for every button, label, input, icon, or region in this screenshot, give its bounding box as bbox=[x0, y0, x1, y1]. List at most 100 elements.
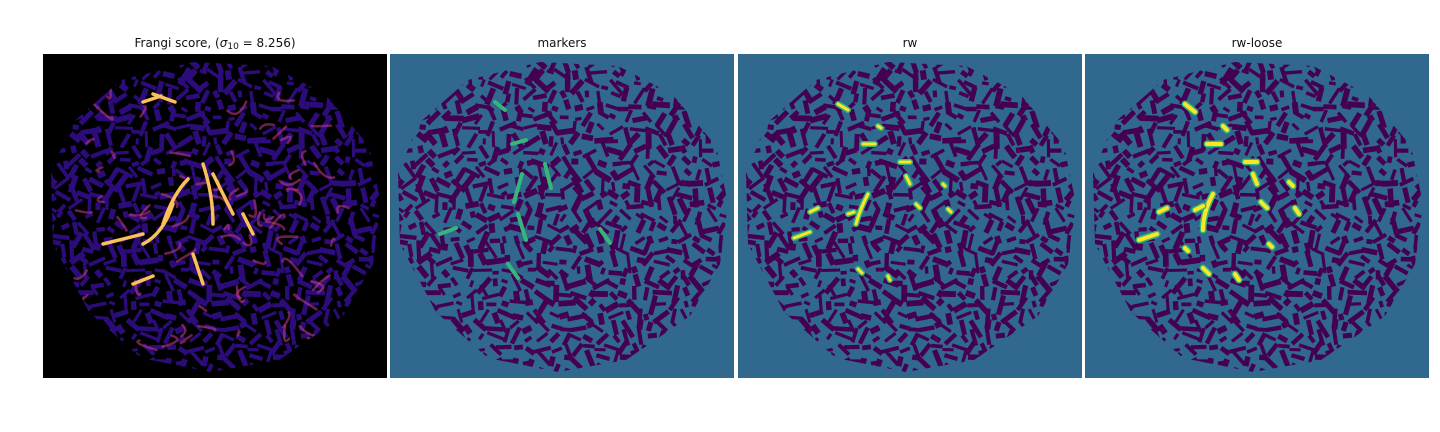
vessel-segment bbox=[1193, 204, 1205, 212]
marker-stroke bbox=[516, 212, 528, 242]
frangi-streak bbox=[110, 150, 116, 159]
frangi-streak bbox=[96, 194, 105, 204]
frangi-canvas bbox=[43, 54, 387, 378]
vessel-segment bbox=[914, 202, 922, 210]
frangi-streak bbox=[281, 257, 304, 278]
frangi-streak bbox=[300, 149, 307, 167]
frangi-bright-streak bbox=[131, 274, 155, 286]
frangi-streak bbox=[329, 237, 336, 247]
marker-stroke bbox=[438, 226, 458, 236]
frangi-streak bbox=[262, 213, 275, 221]
frangi-streak bbox=[226, 100, 248, 116]
vessel-segment bbox=[946, 207, 953, 214]
vessel-segment bbox=[904, 174, 912, 186]
vessel-segment bbox=[1287, 180, 1295, 188]
frangi-streak bbox=[74, 209, 93, 214]
vessel-segment bbox=[1137, 232, 1159, 242]
frangi-streak bbox=[258, 123, 275, 131]
frangi-bright-streak bbox=[141, 94, 163, 104]
marker-stroke bbox=[493, 100, 507, 112]
frangi-streak bbox=[73, 269, 88, 281]
frangi-score-image bbox=[43, 54, 387, 378]
panel-title-frangi: Frangi score, (σ10 = 8.256) bbox=[134, 36, 296, 52]
frangi-streak bbox=[81, 293, 89, 301]
marker-stroke bbox=[510, 138, 528, 146]
vessel-segment bbox=[1251, 172, 1259, 186]
frangi-streak bbox=[242, 234, 253, 247]
frangi-streak bbox=[227, 150, 236, 167]
vessel-segment bbox=[1259, 200, 1269, 210]
frangi-streak bbox=[139, 105, 147, 118]
vessel-segment bbox=[886, 274, 892, 282]
markers-canvas bbox=[390, 54, 734, 378]
frangi-streak bbox=[85, 137, 95, 145]
frangi-streak bbox=[276, 91, 296, 103]
frangi-streak bbox=[228, 187, 240, 201]
frangi-streak bbox=[161, 334, 179, 348]
frangi-streak bbox=[298, 325, 317, 338]
vessel-segment bbox=[1293, 206, 1301, 216]
vessel-segment bbox=[856, 267, 864, 275]
frangi-streak bbox=[91, 101, 114, 121]
frangi-streak bbox=[268, 213, 286, 230]
vessel-segment bbox=[808, 206, 820, 214]
frangi-bright-streak bbox=[211, 172, 235, 216]
frangi-streak bbox=[310, 280, 325, 294]
frangi-streak bbox=[179, 175, 186, 179]
frangi-streak bbox=[282, 324, 291, 343]
vessel-segment bbox=[1183, 246, 1190, 253]
frangi-bright-streak bbox=[151, 92, 177, 104]
frangi-streak bbox=[139, 204, 151, 220]
frangi-streak bbox=[264, 220, 286, 231]
frangi-streak bbox=[197, 324, 217, 332]
marker-stroke bbox=[506, 262, 520, 280]
frangi-streak bbox=[280, 135, 293, 145]
frangi-streak bbox=[235, 285, 245, 303]
frangi-streak bbox=[106, 87, 112, 100]
frangi-streak bbox=[179, 333, 193, 345]
marker-stroke bbox=[543, 162, 553, 190]
vessel-segment bbox=[1157, 206, 1169, 214]
frangi-streak bbox=[256, 211, 263, 227]
frangi-streak bbox=[136, 339, 158, 352]
vessel-segment bbox=[1201, 192, 1215, 232]
vessel-segment bbox=[1233, 272, 1241, 282]
frangi-streak bbox=[312, 161, 336, 180]
vessel-segment bbox=[876, 124, 883, 130]
rw-image bbox=[738, 54, 1082, 378]
frangi-streak bbox=[336, 204, 350, 214]
frangi-streak bbox=[220, 234, 242, 241]
frangi-bright-streak bbox=[141, 202, 175, 246]
frangi-streak bbox=[236, 329, 241, 337]
frangi-bright-streak bbox=[101, 232, 145, 246]
frangi-streak bbox=[95, 166, 104, 173]
vessel-segment bbox=[792, 230, 812, 240]
frangi-bright-streak bbox=[201, 162, 215, 226]
marker-stroke bbox=[598, 227, 612, 245]
vessel-segment bbox=[846, 210, 856, 216]
frangi-streak bbox=[116, 215, 128, 232]
frangi-streak bbox=[169, 151, 191, 158]
frangi-bright-streak bbox=[241, 212, 255, 236]
vessel-segment bbox=[854, 192, 870, 226]
frangi-streak bbox=[276, 235, 299, 246]
frangi-streak bbox=[288, 168, 300, 180]
frangi-streak bbox=[285, 187, 300, 193]
rw-loose-image bbox=[1085, 54, 1429, 378]
markers-image bbox=[390, 54, 734, 378]
frangi-streak bbox=[198, 305, 208, 312]
frangi-streak bbox=[195, 181, 207, 186]
frangi-streak bbox=[272, 125, 288, 140]
frangi-streak bbox=[235, 189, 249, 198]
frangi-streak bbox=[171, 215, 190, 228]
frangi-streak bbox=[310, 124, 333, 128]
vessel-segment bbox=[1183, 102, 1197, 114]
frangi-streak bbox=[175, 248, 197, 263]
frangi-streak bbox=[278, 178, 301, 186]
frangi-streak bbox=[179, 323, 187, 338]
frangi-streak bbox=[223, 223, 230, 231]
vessel-segment bbox=[836, 102, 850, 112]
panel-title-rw-loose: rw-loose bbox=[1231, 36, 1283, 50]
frangi-streak bbox=[163, 242, 182, 255]
panel-title-rw: rw bbox=[902, 36, 918, 50]
